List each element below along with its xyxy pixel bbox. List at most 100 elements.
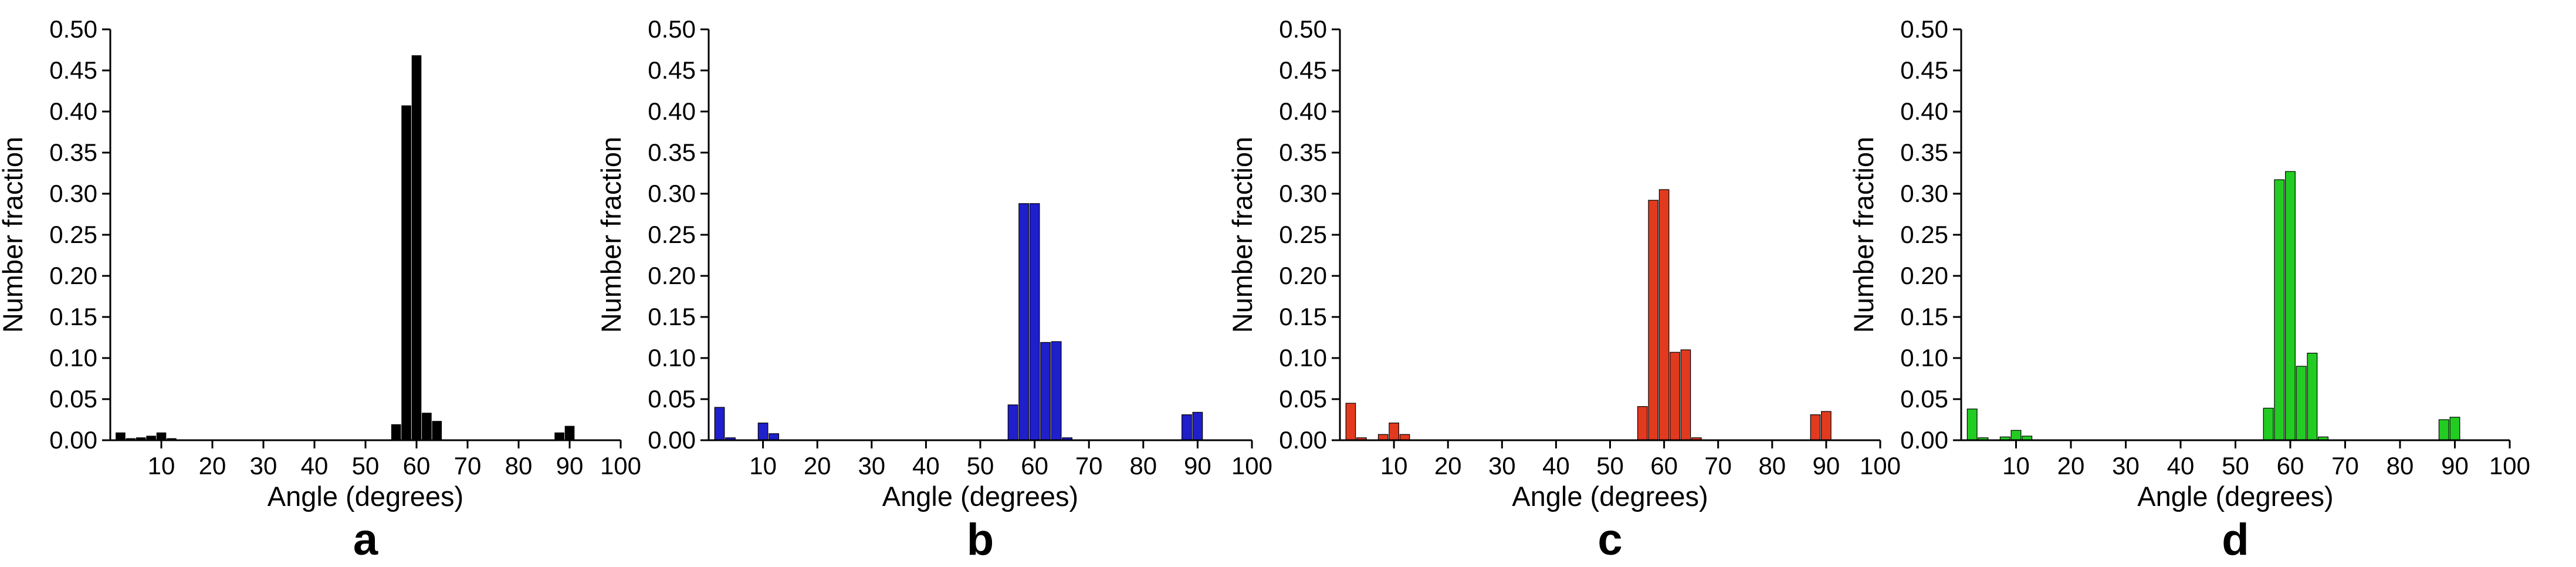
y-tick-label: 0.35 — [49, 139, 97, 166]
y-axis-title: Number fraction — [1848, 137, 1879, 333]
bar — [1007, 404, 1018, 441]
bar — [1966, 409, 1978, 441]
bar — [1018, 203, 1029, 441]
y-tick-label: 0.50 — [1279, 15, 1327, 43]
y-tick-label: 0.05 — [648, 385, 696, 413]
y-tick-label: 0.00 — [49, 426, 97, 454]
y-tick-label: 0.00 — [1900, 426, 1948, 454]
y-tick-label: 0.10 — [648, 344, 696, 372]
bar — [564, 426, 575, 441]
bar — [1821, 411, 1832, 441]
y-tick-label: 0.30 — [1279, 180, 1327, 207]
y-tick-label: 0.45 — [648, 56, 696, 84]
y-tick-label: 0.45 — [49, 56, 97, 84]
x-tick-label: 40 — [301, 452, 329, 480]
x-tick-label: 20 — [1434, 452, 1462, 480]
y-axis-title: Number fraction — [0, 137, 28, 333]
bar — [714, 407, 725, 441]
y-tick-label: 0.15 — [1900, 303, 1948, 330]
bar — [1182, 414, 1192, 441]
y-tick-label: 0.15 — [1279, 303, 1327, 330]
x-tick-label: 70 — [1075, 452, 1103, 480]
y-tick-label: 0.05 — [1279, 385, 1327, 413]
x-tick-label: 100 — [1860, 452, 1901, 480]
x-tick-label: 70 — [454, 452, 482, 480]
y-tick-label: 0.50 — [49, 15, 97, 43]
x-tick-label: 50 — [352, 452, 380, 480]
x-tick-label: 10 — [148, 452, 175, 480]
y-tick-label: 0.30 — [648, 180, 696, 207]
bar — [1389, 422, 1399, 441]
y-tick-label: 0.10 — [1900, 344, 1948, 372]
x-tick-label: 90 — [1813, 452, 1840, 480]
y-tick-label: 0.20 — [648, 262, 696, 289]
x-tick-label: 10 — [1380, 452, 1408, 480]
y-tick-label: 0.45 — [1279, 56, 1327, 84]
bar — [422, 413, 432, 441]
y-tick-label: 0.30 — [49, 180, 97, 207]
bar — [2438, 419, 2449, 441]
y-tick-label: 0.30 — [1900, 180, 1948, 207]
y-tick-label: 0.25 — [1279, 221, 1327, 248]
x-tick-label: 80 — [2387, 452, 2414, 480]
bar — [2285, 171, 2296, 441]
bar — [757, 422, 769, 441]
y-tick-label: 0.25 — [49, 221, 97, 248]
x-tick-label: 70 — [1704, 452, 1732, 480]
x-axis-title: Angle (degrees) — [882, 481, 1078, 512]
chart-panel-b: 0.00 0.05 0.10 0.15 0.20 0.25 0.30 0.35 0.40 0.45… — [595, 15, 1272, 565]
chart-panel-a: 0.00 0.05 0.10 0.15 0.20 0.25 0.30 0.35 0.40 0.45… — [0, 15, 641, 565]
x-tick-label: 90 — [556, 452, 584, 480]
bar — [2307, 352, 2318, 441]
bar — [1648, 200, 1658, 441]
x-tick-label: 20 — [804, 452, 831, 480]
y-axis-title: Number fraction — [595, 137, 627, 333]
bar — [1051, 341, 1062, 441]
y-tick-label: 0.35 — [648, 139, 696, 166]
y-tick-label: 0.20 — [1900, 262, 1948, 289]
x-tick-label: 60 — [1021, 452, 1048, 480]
y-tick-label: 0.40 — [648, 97, 696, 125]
x-tick-label: 30 — [250, 452, 277, 480]
x-tick-label: 60 — [2277, 452, 2304, 480]
bar — [554, 432, 564, 441]
y-tick-label: 0.50 — [648, 15, 696, 43]
x-tick-label: 30 — [858, 452, 885, 480]
x-tick-label: 90 — [1184, 452, 1211, 480]
x-tick-label: 20 — [2057, 452, 2085, 480]
y-axis-title: Number fraction — [1227, 137, 1258, 333]
x-tick-label: 40 — [912, 452, 940, 480]
chart-panel-d: 0.00 0.05 0.10 0.15 0.20 0.25 0.30 0.35 0.40 0.45… — [1848, 15, 2530, 565]
y-tick-label: 0.20 — [1279, 262, 1327, 289]
x-tick-label: 70 — [2331, 452, 2359, 480]
x-tick-label: 10 — [2002, 452, 2030, 480]
chart-panel-c: 0.00 0.05 0.10 0.15 0.20 0.25 0.30 0.35 0.40 0.45… — [1227, 15, 1901, 565]
bar — [1680, 349, 1691, 441]
bar — [432, 421, 442, 441]
bar — [1658, 189, 1670, 441]
panel-label: d — [2222, 515, 2249, 565]
x-axis-title: Angle (degrees) — [268, 481, 463, 512]
y-tick-label: 0.15 — [49, 303, 97, 330]
y-tick-label: 0.00 — [1279, 426, 1327, 454]
x-tick-label: 40 — [2167, 452, 2195, 480]
y-tick-label: 0.35 — [1900, 139, 1948, 166]
panel-label: b — [967, 515, 994, 565]
bar — [2263, 407, 2274, 441]
x-axis-title: Angle (degrees) — [1512, 481, 1708, 512]
bar — [1192, 411, 1203, 441]
x-tick-label: 60 — [403, 452, 431, 480]
bar — [411, 55, 422, 441]
y-tick-label: 0.40 — [1900, 97, 1948, 125]
bar — [391, 424, 401, 441]
x-tick-label: 90 — [2441, 452, 2469, 480]
panel-label: a — [353, 515, 378, 565]
y-tick-label: 0.50 — [1900, 15, 1948, 43]
y-tick-label: 0.15 — [648, 303, 696, 330]
bar — [769, 433, 779, 441]
y-tick-label: 0.10 — [1279, 344, 1327, 372]
x-tick-label: 80 — [1758, 452, 1786, 480]
bar — [1810, 414, 1821, 441]
x-tick-label: 80 — [1129, 452, 1157, 480]
